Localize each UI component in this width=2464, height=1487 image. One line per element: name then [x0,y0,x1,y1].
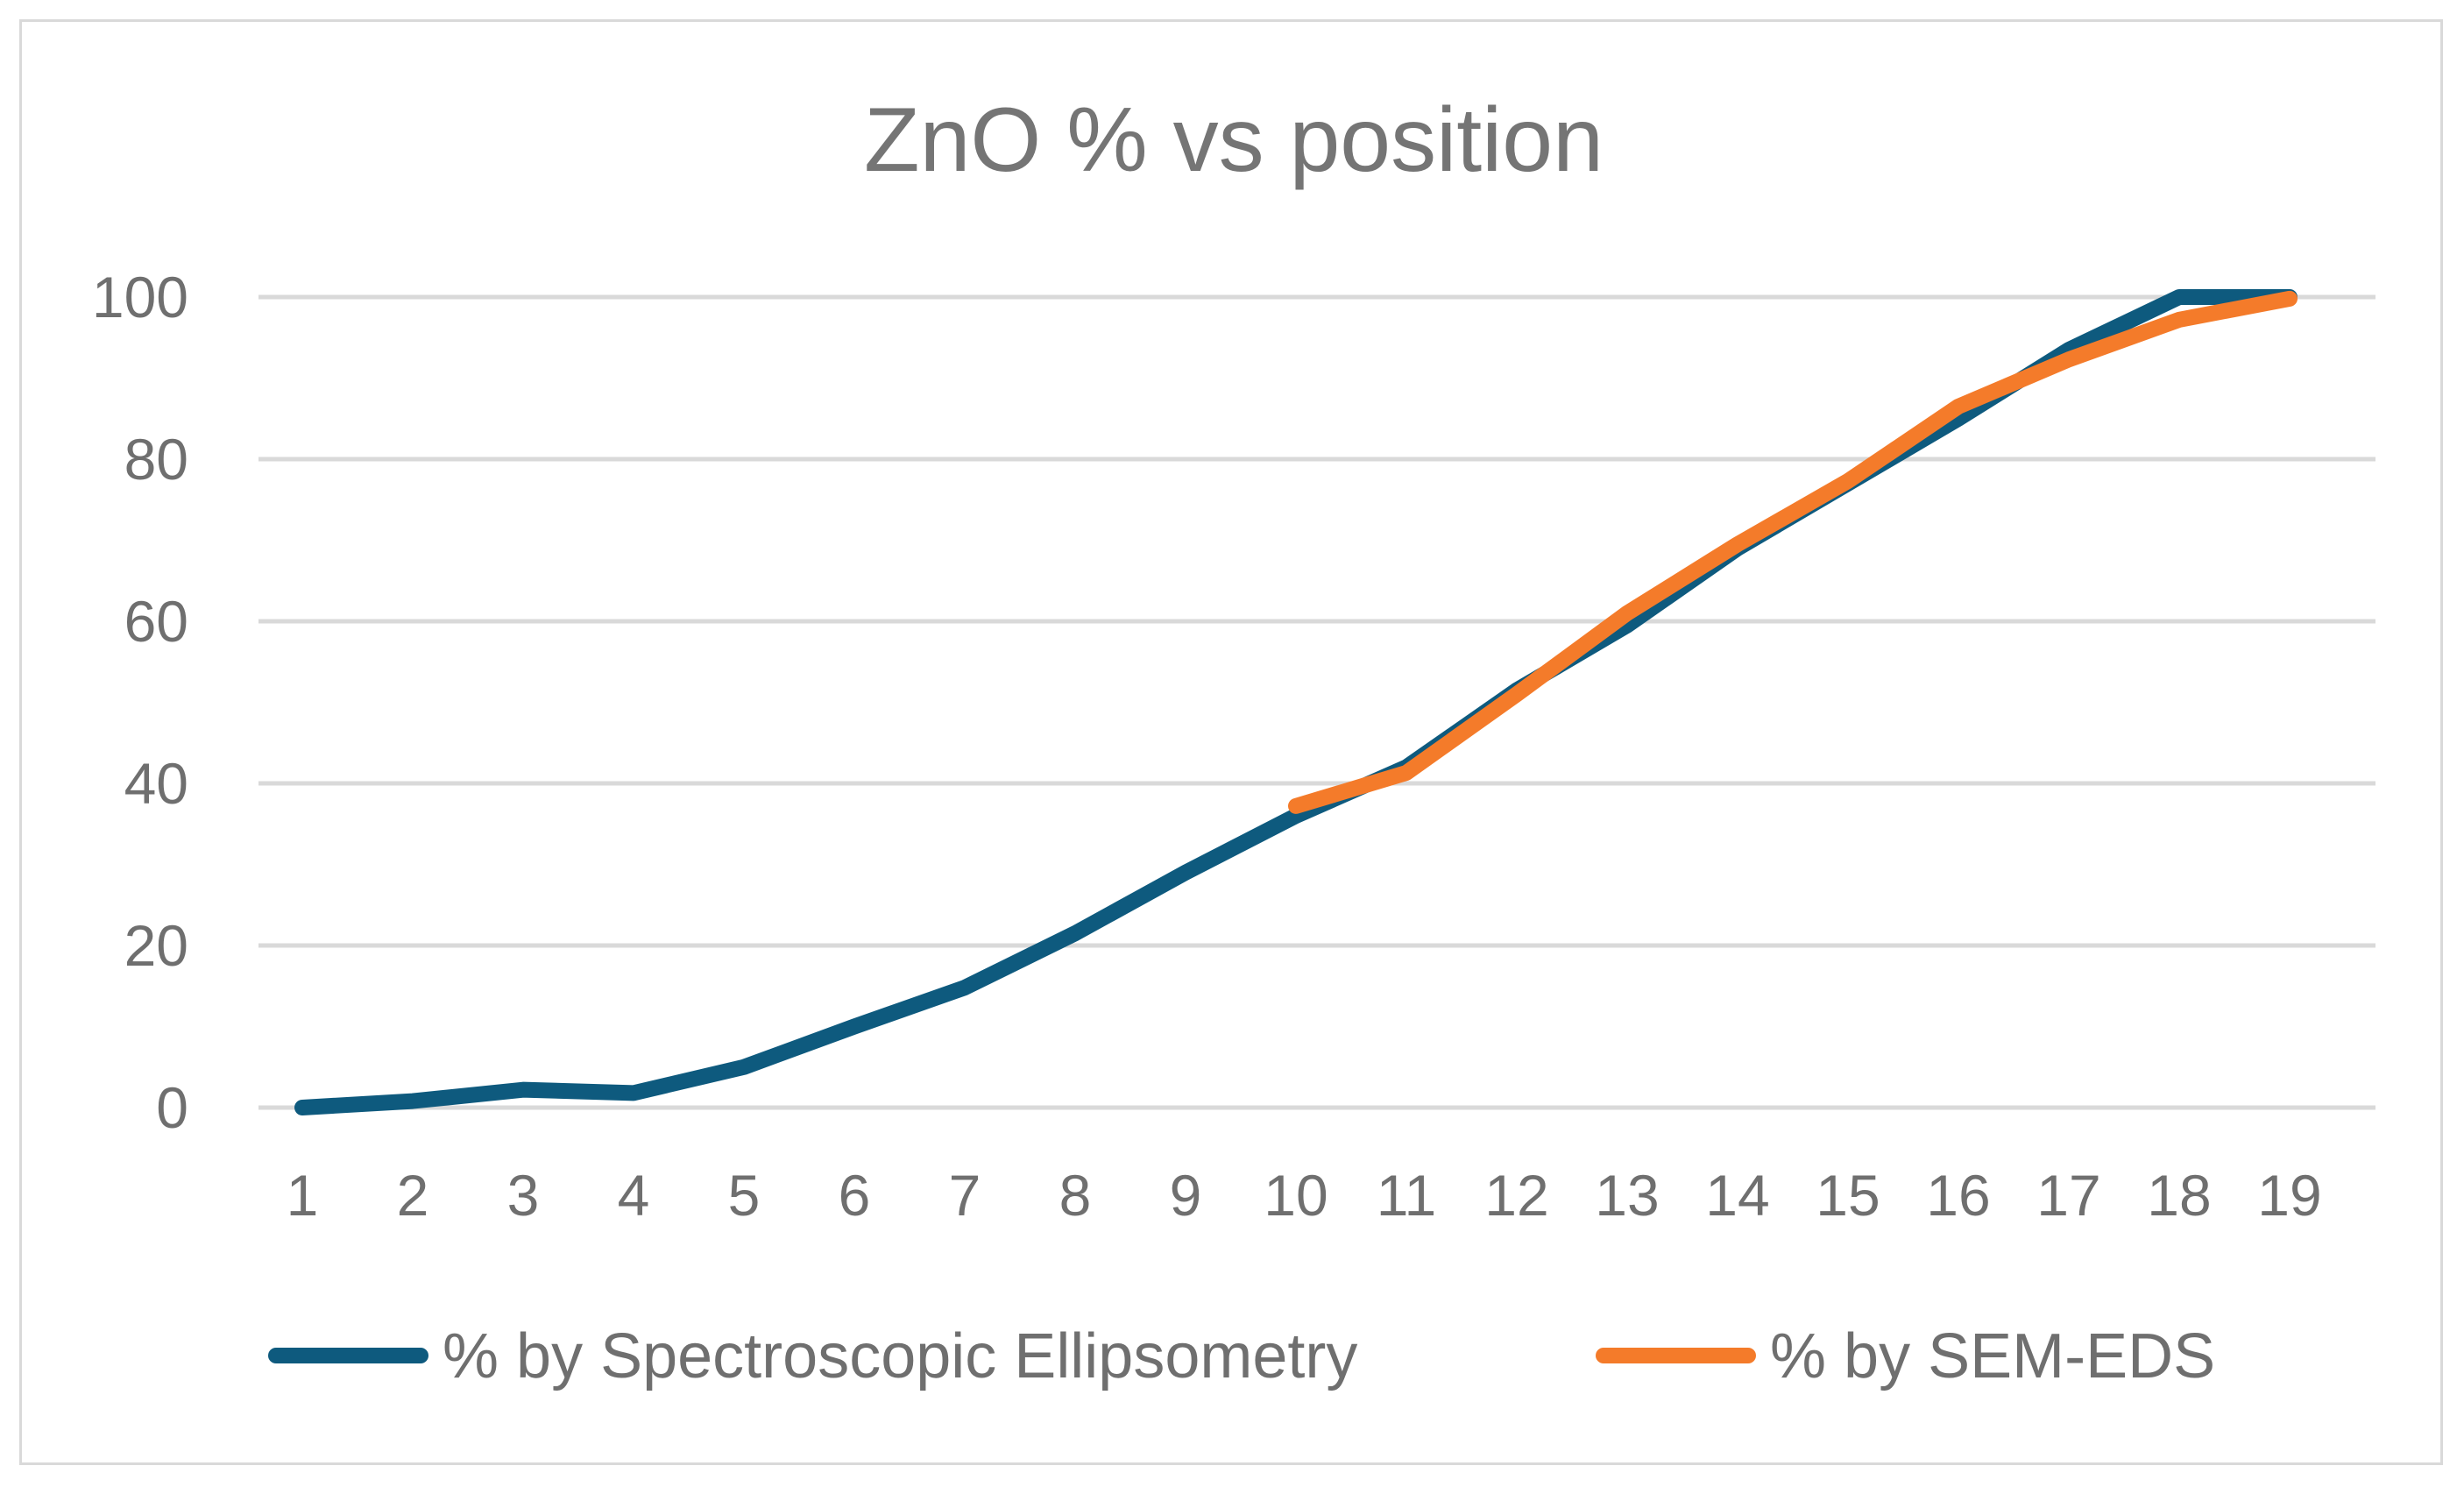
x-tick-label: 4 [618,1163,650,1228]
y-tick-label: 0 [156,1075,188,1140]
x-tick-label: 9 [1170,1163,1202,1228]
data-point-s2-19 [2282,291,2298,307]
x-tick-label: 17 [2036,1163,2100,1228]
y-tick-label: 20 [124,913,188,978]
x-tick-label: 8 [1059,1163,1092,1228]
data-point-s1-3 [515,1082,531,1098]
x-tick-label: 10 [1264,1163,1328,1228]
x-tick-label: 15 [1816,1163,1880,1228]
data-point-s2-15 [1840,473,1856,489]
data-point-s1-5 [736,1059,752,1075]
x-tick-label: 16 [1926,1163,1990,1228]
x-tick-label: 3 [507,1163,540,1228]
y-tick-label: 100 [92,265,188,329]
y-axis-tick-labels: 0 20 40 60 80 100 [92,265,188,1140]
data-point-s1-7 [957,980,973,995]
x-tick-label: 13 [1595,1163,1659,1228]
data-point-s1-8 [1067,925,1083,941]
data-point-s2-10 [1288,798,1304,814]
x-tick-label: 5 [728,1163,761,1228]
data-point-s2-13 [1619,605,1635,621]
data-point-s2-12 [1509,686,1525,702]
data-point-s1-4 [626,1085,641,1101]
y-tick-label: 40 [124,751,188,816]
x-tick-label: 18 [2147,1163,2211,1228]
x-tick-label: 11 [1377,1163,1437,1228]
x-axis-tick-labels: 1 2 3 4 5 6 7 8 9 10 11 12 13 14 15 16 17 18 19 [287,1163,2322,1228]
data-point-s2-16 [1951,399,1966,414]
x-tick-label: 19 [2257,1163,2321,1228]
data-point-s2-14 [1730,536,1745,552]
legend: % by Spectroscopic Ellipsometry % by SEM-… [268,1321,2215,1391]
data-point-s2-18 [2171,312,2187,328]
x-tick-label: 2 [397,1163,429,1228]
series-line-1 [294,289,2298,1115]
series-line-2 [1288,290,2298,814]
x-tick-label: 7 [949,1163,981,1228]
data-point-s2-17 [2061,351,2077,367]
y-tick-label: 60 [124,589,188,654]
gridlines [258,294,2375,1110]
data-point-s1-1 [294,1100,310,1115]
x-tick-label: 14 [1705,1163,1769,1228]
x-tick-label: 6 [839,1163,871,1228]
data-point-s1-6 [846,1019,862,1035]
x-tick-label: 12 [1484,1163,1548,1228]
y-tick-label: 80 [124,427,188,492]
data-point-s1-18 [2171,289,2187,305]
legend-label-1: % by Spectroscopic Ellipsometry [443,1321,1357,1391]
legend-label-2: % by SEM-EDS [1770,1321,2215,1391]
data-point-s1-2 [405,1094,421,1109]
data-point-s1-9 [1178,865,1193,881]
chart-title: ZnO % vs position [864,89,1604,191]
x-tick-label: 1 [287,1163,319,1228]
data-point-s2-11 [1398,765,1414,781]
series-lines [294,289,2298,1115]
